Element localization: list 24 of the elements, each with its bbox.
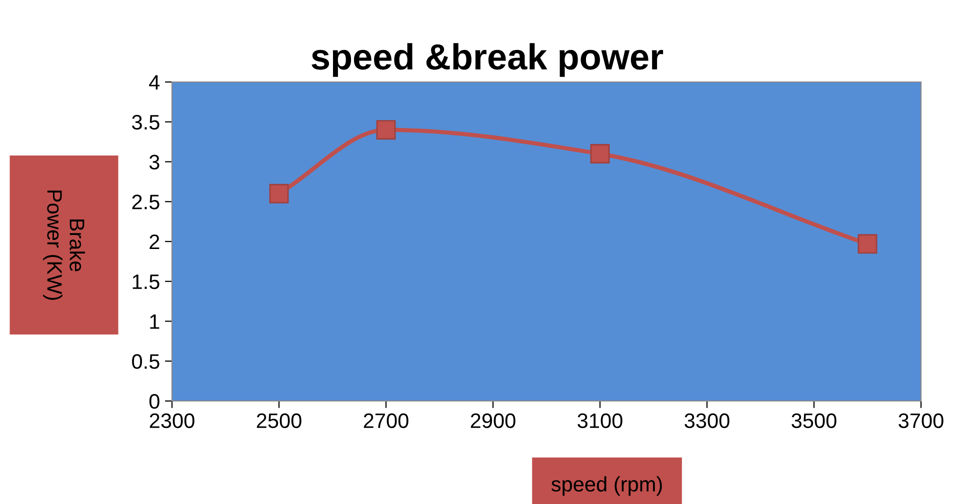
point [376, 120, 396, 140]
point [590, 144, 610, 164]
y-tick-label: 4 [149, 75, 160, 90]
y-tick-label: 3 [149, 154, 160, 170]
x-axis-title: speed (rpm) [551, 476, 662, 496]
point [269, 184, 289, 204]
y-tick-label: 0.5 [132, 354, 160, 369]
x-tick-label: 3500 [792, 413, 836, 428]
x-tick-label: 3700 [898, 413, 944, 428]
x-tick-label: 3100 [578, 413, 622, 428]
y-tick-label: 0 [149, 394, 160, 409]
x-tick-label: 2500 [256, 413, 302, 428]
x-tick-label: 2900 [470, 413, 516, 428]
x-tick-label: 2300 [150, 413, 194, 428]
chart-title: speed &break power [312, 43, 664, 77]
x-tick-label: 2700 [364, 413, 408, 428]
y-tick-label: 3.5 [132, 114, 160, 130]
x-tick-label: 3300 [684, 413, 730, 428]
y-tick-label: 2.5 [132, 194, 160, 210]
point [858, 234, 878, 254]
y-axis-title: Brake Power (KW) [43, 190, 85, 300]
y-tick-label: 1 [150, 314, 160, 329]
y-tick-label: 1.5 [132, 274, 160, 290]
y-tick-label: 2 [150, 234, 160, 250]
